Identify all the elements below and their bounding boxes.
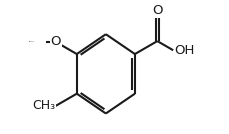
Text: O: O <box>50 35 61 48</box>
Text: OH: OH <box>173 44 194 57</box>
Text: CH₃: CH₃ <box>32 99 55 112</box>
Text: methoxy: methoxy <box>29 41 35 42</box>
Text: O: O <box>151 4 162 17</box>
